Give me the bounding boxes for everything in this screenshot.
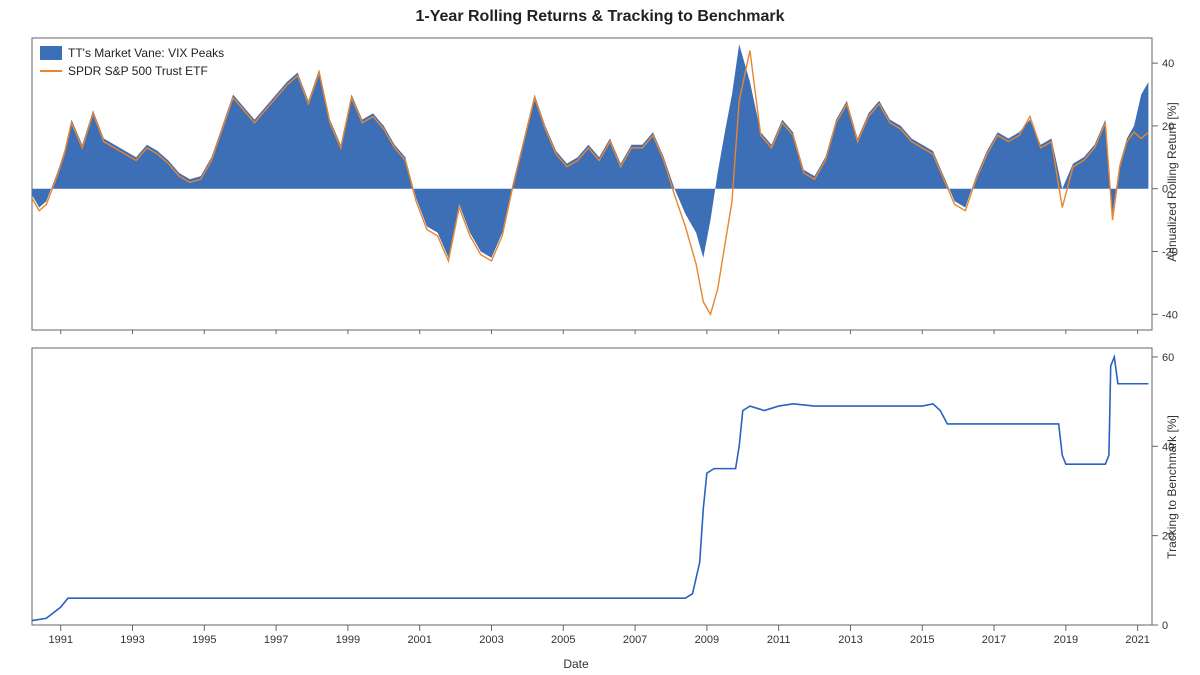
svg-text:2003: 2003 <box>479 634 503 646</box>
svg-text:1995: 1995 <box>192 634 216 646</box>
chart-canvas: 1991 1993 1995 1997 1999 2001 2003 2005 2007 2009… <box>0 0 1200 675</box>
svg-text:2001: 2001 <box>407 634 431 646</box>
svg-text:1999: 1999 <box>336 634 360 646</box>
top-y-axis-label: Annualized Rolling Return [%] <box>1165 82 1179 282</box>
svg-text:-40: -40 <box>1162 309 1178 321</box>
svg-text:2011: 2011 <box>767 634 791 646</box>
chart-title: 1-Year Rolling Returns & Tracking to Ben… <box>0 8 1200 26</box>
svg-text:1997: 1997 <box>264 634 288 646</box>
legend-label: SPDR S&P 500 Trust ETF <box>68 62 208 80</box>
svg-text:2021: 2021 <box>1125 634 1149 646</box>
svg-text:2009: 2009 <box>695 634 719 646</box>
legend-item: SPDR S&P 500 Trust ETF <box>40 62 224 80</box>
x-axis-label: Date <box>0 657 1152 671</box>
svg-text:2007: 2007 <box>623 634 647 646</box>
svg-text:1991: 1991 <box>48 634 72 646</box>
legend-label: TT's Market Vane: VIX Peaks <box>68 44 224 62</box>
svg-text:2005: 2005 <box>551 634 575 646</box>
bottom-y-axis-label: Tracking to Benchmark [%] <box>1165 387 1179 587</box>
svg-text:0: 0 <box>1162 620 1168 632</box>
svg-text:1993: 1993 <box>120 634 144 646</box>
legend-area-swatch <box>40 46 62 60</box>
legend: TT's Market Vane: VIX PeaksSPDR S&P 500 … <box>40 44 224 80</box>
legend-item: TT's Market Vane: VIX Peaks <box>40 44 224 62</box>
legend-line-swatch <box>40 70 62 72</box>
svg-text:2017: 2017 <box>982 634 1006 646</box>
svg-text:60: 60 <box>1162 352 1174 364</box>
svg-text:40: 40 <box>1162 58 1174 70</box>
svg-text:2019: 2019 <box>1054 634 1078 646</box>
svg-text:2013: 2013 <box>838 634 862 646</box>
svg-text:2015: 2015 <box>910 634 934 646</box>
